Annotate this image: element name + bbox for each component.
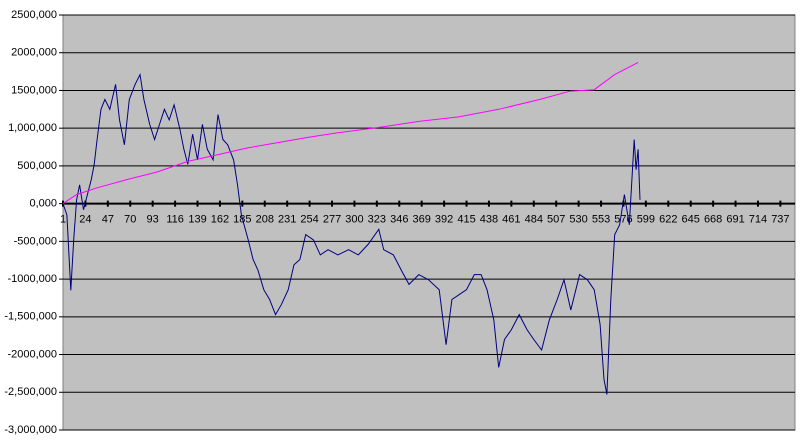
x-tick-label: 415 — [457, 214, 475, 226]
y-tick-label: 2000,000 — [11, 47, 57, 59]
x-tick-label: 461 — [502, 214, 520, 226]
x-tick-label: 300 — [345, 214, 363, 226]
x-tick-label: 47 — [102, 214, 114, 226]
x-tick-label: 530 — [569, 214, 587, 226]
y-tick-label: -3,000,000 — [4, 424, 57, 436]
plot-area — [62, 14, 796, 431]
x-tick-label: 254 — [300, 214, 318, 226]
x-tick-label: 622 — [659, 214, 677, 226]
x-tick-label: 691 — [726, 214, 744, 226]
x-tick-label: 392 — [435, 214, 453, 226]
y-tick-label: -500,000 — [14, 235, 57, 247]
x-tick-label: 369 — [413, 214, 431, 226]
y-tick-label: -1000,000 — [7, 273, 57, 285]
y-tick-label: 500,000 — [17, 160, 57, 172]
y-tick-label: -1,500,000 — [4, 311, 57, 323]
x-tick-label: 1 — [60, 214, 66, 226]
x-tick-label: 346 — [390, 214, 408, 226]
x-tick-label: 507 — [547, 214, 565, 226]
x-tick-label: 484 — [525, 214, 543, 226]
series-line — [62, 72, 641, 395]
x-tick-label: 70 — [124, 214, 136, 226]
x-tick-label: 438 — [480, 214, 498, 226]
x-tick-label: 139 — [188, 214, 206, 226]
x-tick-label: 231 — [278, 214, 296, 226]
x-tick-label: 599 — [637, 214, 655, 226]
x-tick-label: 116 — [166, 214, 184, 226]
x-tick-label: 277 — [323, 214, 341, 226]
y-tick-label: -2000,000 — [7, 348, 57, 360]
x-tick-label: 323 — [368, 214, 386, 226]
x-tick-label: 208 — [256, 214, 274, 226]
y-tick-label: 0,000 — [29, 198, 57, 210]
x-tick-label: 553 — [592, 214, 610, 226]
x-tick-label: 93 — [147, 214, 159, 226]
y-tick-label: 1500,000 — [11, 84, 57, 96]
x-tick-label: 162 — [211, 214, 229, 226]
x-tick-label: 714 — [749, 214, 767, 226]
y-tick-label: 1,000,000 — [8, 122, 57, 134]
y-tick-label: 2500,000 — [11, 9, 57, 21]
y-tick-label: -2,500,000 — [4, 386, 57, 398]
x-tick-label: 737 — [771, 214, 789, 226]
x-tick-label: 668 — [704, 214, 722, 226]
x-tick-label: 24 — [79, 214, 91, 226]
x-tick-label: 645 — [682, 214, 700, 226]
series-line — [62, 62, 639, 205]
